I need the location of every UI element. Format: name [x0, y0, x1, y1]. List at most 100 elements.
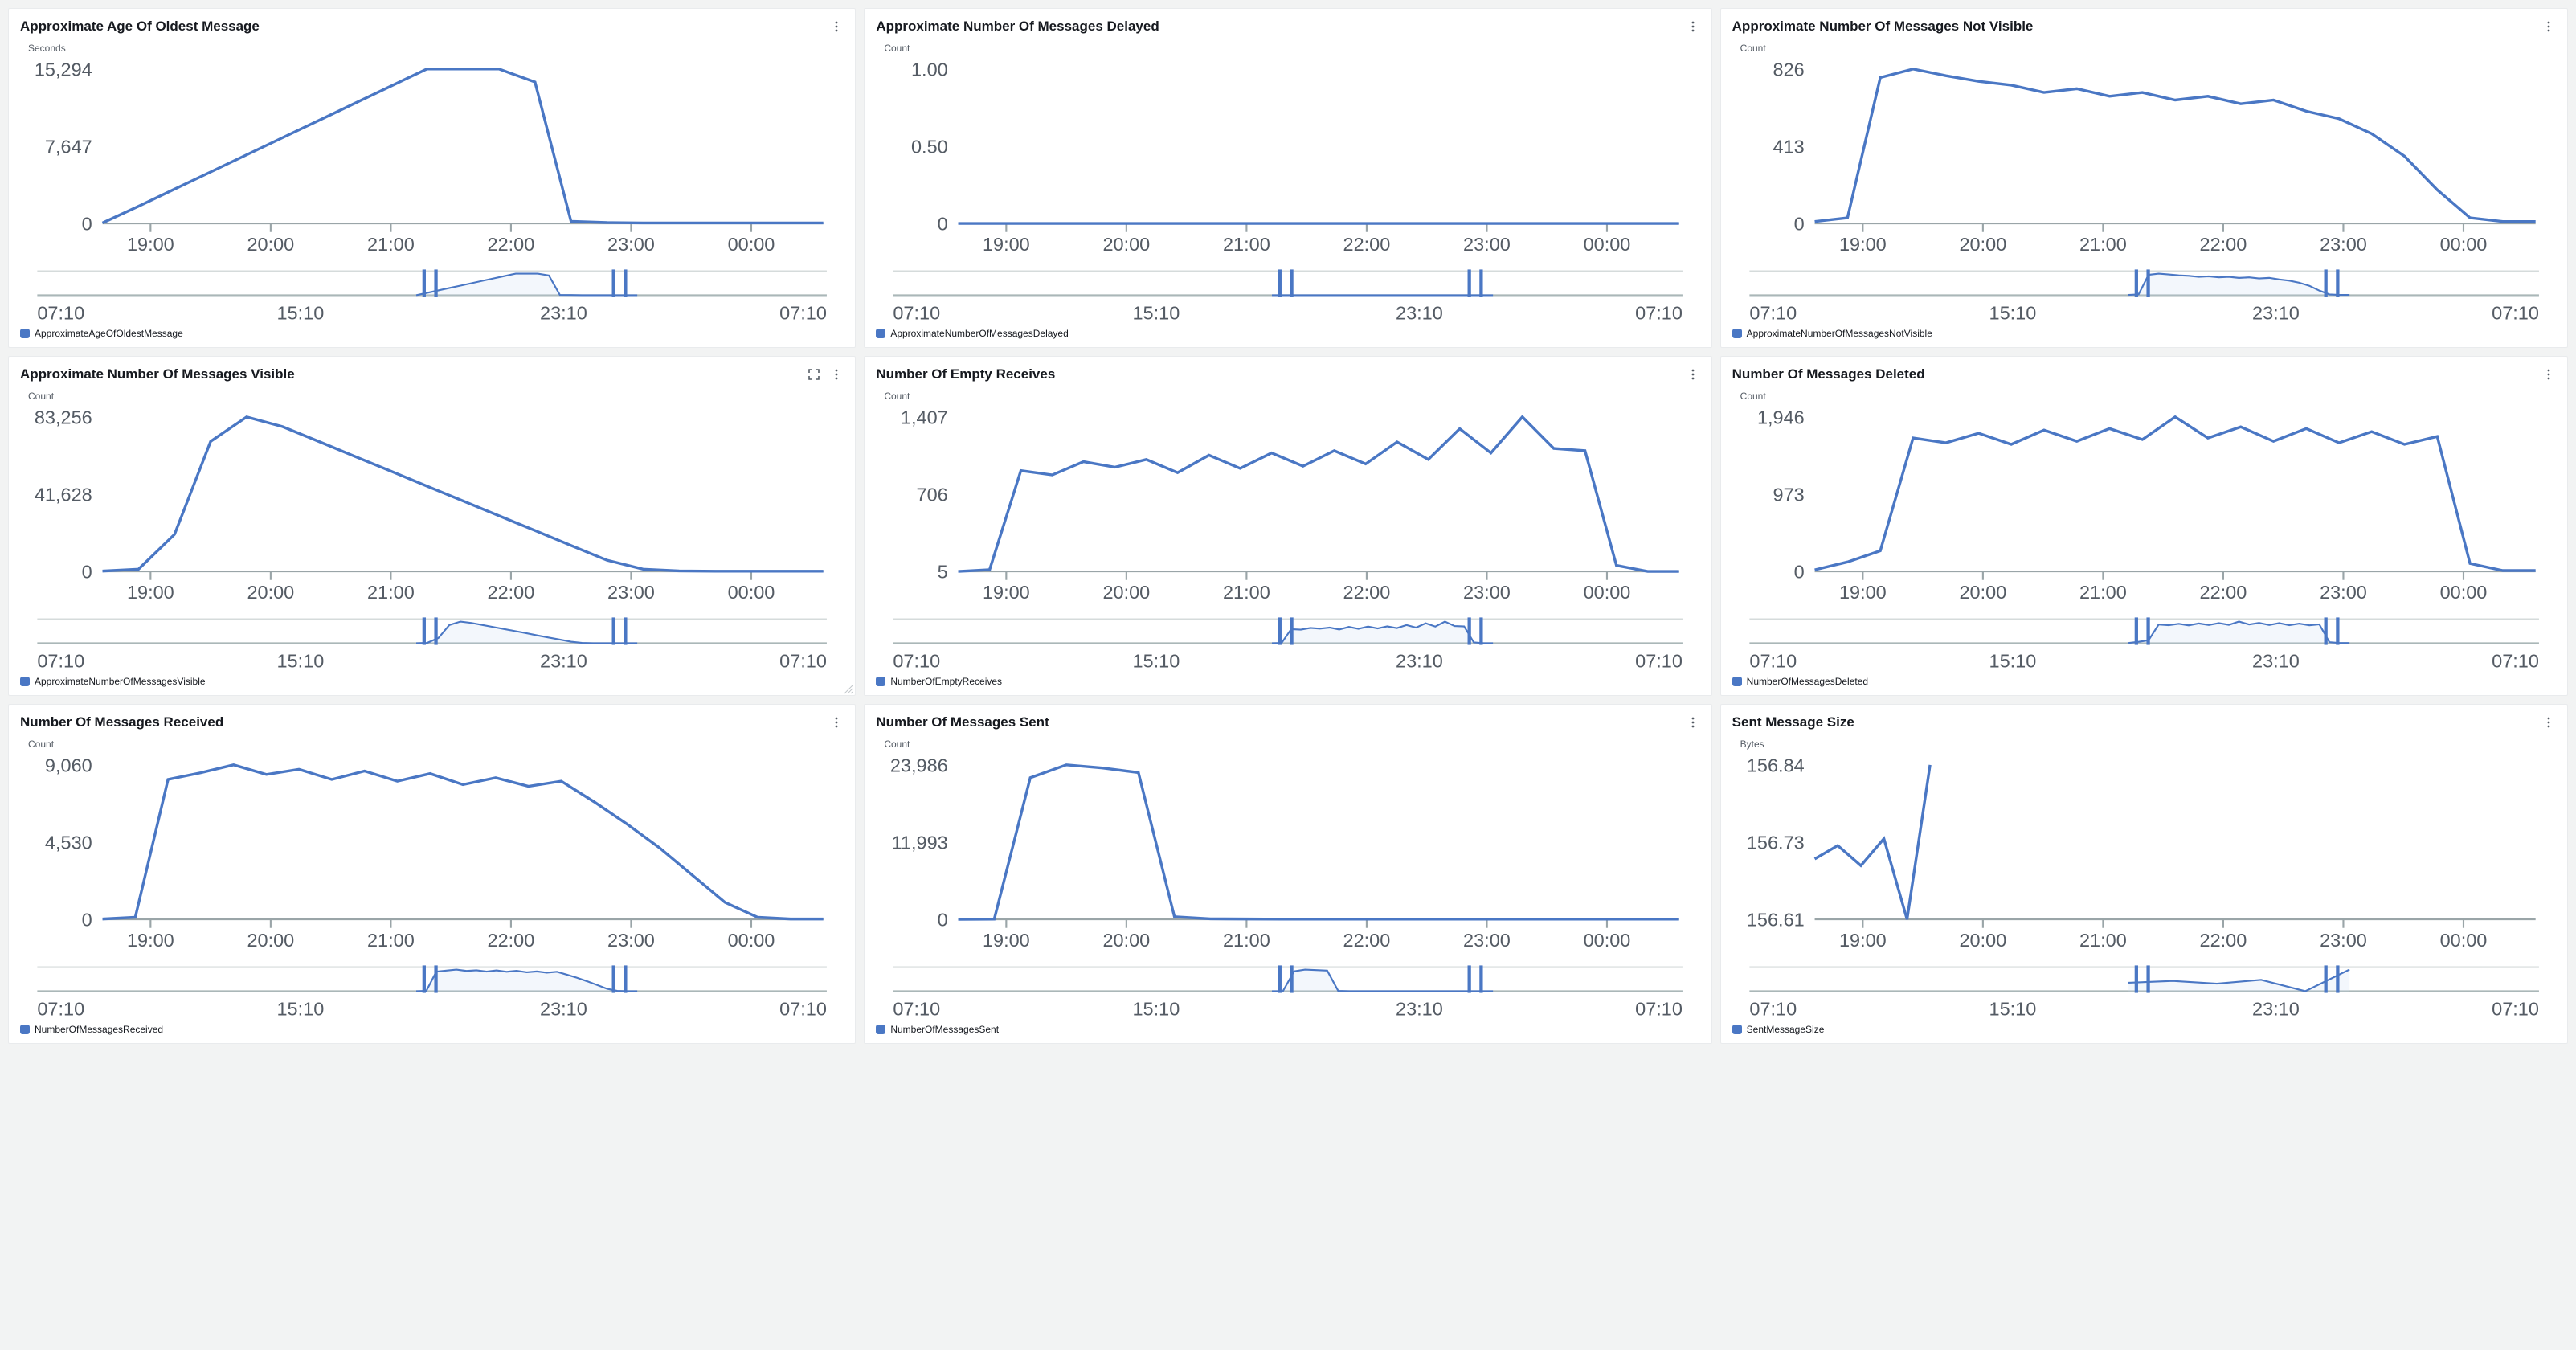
overview-x-tick: 07:10: [2492, 303, 2539, 323]
series-line: [103, 417, 824, 571]
legend: NumberOfMessagesSent: [876, 1024, 1699, 1035]
overview-x-tick: 23:10: [1396, 651, 1443, 671]
y-tick-label: 156.73: [1747, 832, 1805, 853]
card-title: Number Of Messages Deleted: [1732, 366, 1925, 382]
y-tick-label: 1.00: [911, 59, 948, 80]
card-header: Sent Message Size: [1732, 714, 2556, 730]
series-line: [103, 765, 824, 919]
card-header: Approximate Number Of Messages Visible: [20, 366, 844, 382]
legend-label: ApproximateNumberOfMessagesDelayed: [890, 328, 1068, 339]
chart-main: 041382619:0020:0021:0022:0023:0000:00: [1732, 59, 2556, 264]
legend-label: ApproximateNumberOfMessagesNotVisible: [1747, 328, 1932, 339]
legend: ApproximateNumberOfMessagesVisible: [20, 676, 844, 687]
overview-selection[interactable]: [416, 274, 637, 296]
y-tick-label: 4,530: [45, 832, 92, 853]
chart-overview[interactable]: 07:1015:1023:1007:10: [20, 612, 844, 671]
legend: ApproximateNumberOfMessagesDelayed: [876, 328, 1699, 339]
metric-card-msgs_delayed: Approximate Number Of Messages DelayedCo…: [864, 8, 1711, 348]
legend-swatch: [876, 677, 885, 686]
kebab-menu-icon[interactable]: [829, 367, 844, 382]
legend: NumberOfMessagesReceived: [20, 1024, 844, 1035]
card-title: Approximate Age Of Oldest Message: [20, 18, 260, 35]
legend: NumberOfEmptyReceives: [876, 676, 1699, 687]
overview-x-tick: 07:10: [37, 303, 84, 323]
kebab-menu-icon[interactable]: [829, 19, 844, 34]
chart-overview[interactable]: 07:1015:1023:1007:10: [1732, 264, 2556, 323]
y-tick-label: 0: [1793, 214, 1804, 235]
y-tick-label: 826: [1773, 59, 1804, 80]
overview-x-tick: 15:10: [1989, 303, 2036, 323]
overview-x-tick: 07:10: [1635, 651, 1683, 671]
x-tick-label: 21:00: [1223, 930, 1270, 951]
x-tick-label: 19:00: [127, 234, 174, 255]
card-title: Number Of Messages Received: [20, 714, 223, 730]
overview-selection[interactable]: [2128, 970, 2349, 992]
card-header: Number Of Messages Received: [20, 714, 844, 730]
y-tick-label: 0: [938, 910, 948, 931]
chart-overview[interactable]: 07:1015:1023:1007:10: [876, 612, 1699, 671]
metric-card-msgs_not_visible: Approximate Number Of Messages Not Visib…: [1720, 8, 2568, 348]
overview-selection[interactable]: [1272, 970, 1493, 992]
chart-overview[interactable]: 07:1015:1023:1007:10: [20, 960, 844, 1019]
chart-overview[interactable]: 07:1015:1023:1007:10: [876, 960, 1699, 1019]
overview-x-tick: 15:10: [1133, 303, 1180, 323]
chart-container: 07,64715,29419:0020:0021:0022:0023:0000:…: [20, 59, 844, 323]
x-tick-label: 22:00: [488, 930, 535, 951]
y-tick-label: 0: [82, 910, 92, 931]
kebab-menu-icon[interactable]: [2541, 715, 2556, 730]
legend-swatch: [1732, 329, 1742, 338]
legend-label: NumberOfEmptyReceives: [890, 676, 1002, 687]
legend-label: ApproximateNumberOfMessagesVisible: [35, 676, 206, 687]
card-title: Approximate Number Of Messages Visible: [20, 366, 295, 382]
x-tick-label: 19:00: [983, 234, 1030, 255]
overview-x-tick: 15:10: [1989, 999, 2036, 1019]
kebab-menu-icon[interactable]: [1686, 715, 1700, 730]
kebab-menu-icon[interactable]: [1686, 367, 1700, 382]
y-tick-label: 23,986: [890, 755, 948, 775]
x-tick-label: 00:00: [728, 930, 775, 951]
card-actions: [2541, 715, 2556, 730]
card-actions: [1686, 367, 1700, 382]
overview-selection[interactable]: [1272, 622, 1493, 644]
overview-x-tick: 23:10: [2252, 999, 2300, 1019]
chart-overview[interactable]: 07:1015:1023:1007:10: [20, 264, 844, 323]
y-tick-label: 156.84: [1747, 755, 1805, 775]
resize-handle-icon[interactable]: [844, 684, 853, 693]
legend: ApproximateAgeOfOldestMessage: [20, 328, 844, 339]
legend-swatch: [876, 1025, 885, 1034]
overview-x-tick: 07:10: [779, 651, 827, 671]
chart-overview[interactable]: 07:1015:1023:1007:10: [1732, 960, 2556, 1019]
kebab-menu-icon[interactable]: [829, 715, 844, 730]
x-tick-label: 22:00: [1343, 930, 1391, 951]
y-axis-unit: Count: [884, 391, 1699, 402]
overview-x-tick: 07:10: [37, 651, 84, 671]
x-tick-label: 23:00: [607, 582, 655, 603]
overview-x-tick: 23:10: [2252, 303, 2300, 323]
x-tick-label: 21:00: [1223, 582, 1270, 603]
kebab-menu-icon[interactable]: [2541, 367, 2556, 382]
x-tick-label: 21:00: [2079, 582, 2127, 603]
kebab-menu-icon[interactable]: [1686, 19, 1700, 34]
legend-swatch: [20, 329, 30, 338]
overview-x-tick: 23:10: [1396, 999, 1443, 1019]
legend-label: ApproximateAgeOfOldestMessage: [35, 328, 183, 339]
kebab-menu-icon[interactable]: [2541, 19, 2556, 34]
overview-x-tick: 07:10: [893, 303, 941, 323]
x-tick-label: 19:00: [983, 930, 1030, 951]
chart-overview[interactable]: 07:1015:1023:1007:10: [1732, 612, 2556, 671]
x-tick-label: 23:00: [607, 930, 655, 951]
overview-x-tick: 07:10: [779, 303, 827, 323]
overview-x-tick: 15:10: [1989, 651, 2036, 671]
chart-container: 00.501.0019:0020:0021:0022:0023:0000:000…: [876, 59, 1699, 323]
y-tick-label: 0: [938, 214, 948, 235]
metric-card-msgs_deleted: Number Of Messages DeletedCount09731,946…: [1720, 356, 2568, 696]
card-actions: [2541, 19, 2556, 34]
overview-selection[interactable]: [2128, 274, 2349, 296]
x-tick-label: 00:00: [1584, 582, 1631, 603]
overview-x-tick: 15:10: [1133, 999, 1180, 1019]
x-tick-label: 22:00: [2199, 930, 2247, 951]
legend: ApproximateNumberOfMessagesNotVisible: [1732, 328, 2556, 339]
expand-icon[interactable]: [807, 367, 821, 382]
chart-overview[interactable]: 07:1015:1023:1007:10: [876, 264, 1699, 323]
overview-x-tick: 23:10: [540, 303, 587, 323]
